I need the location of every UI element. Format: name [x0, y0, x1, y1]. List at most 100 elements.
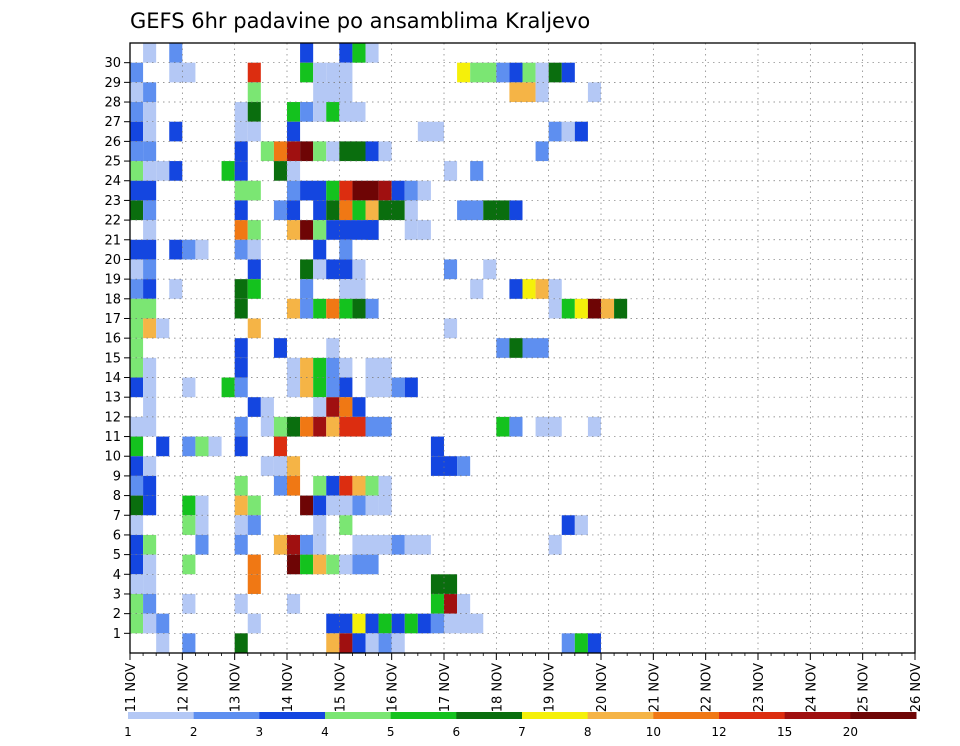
x-tick-label: 16 NOV: [386, 663, 401, 712]
heatmap-cell: [287, 161, 301, 181]
heatmap-cell: [234, 357, 248, 378]
legend-label: 1: [124, 725, 132, 739]
heatmap-cell: [496, 62, 510, 83]
heatmap-cell: [313, 416, 327, 437]
y-tick-label: 29: [104, 76, 121, 91]
heatmap-cell: [273, 456, 287, 476]
heatmap-cell: [300, 102, 314, 122]
heatmap-cell: [273, 161, 287, 181]
heatmap-cell: [234, 239, 248, 260]
heatmap-cell: [287, 534, 301, 555]
heatmap-cell: [601, 298, 615, 319]
heatmap-cell: [234, 436, 248, 457]
heatmap-cell: [313, 357, 327, 378]
heatmap-cell: [339, 200, 353, 221]
heatmap-cell: [273, 338, 287, 358]
heatmap-cell: [130, 82, 144, 103]
heatmap-cell: [404, 377, 418, 398]
heatmap-cell: [247, 121, 261, 142]
heatmap-cell: [143, 141, 157, 162]
y-tick-label: 1: [113, 627, 121, 642]
y-tick-label: 25: [104, 155, 121, 170]
heatmap-cell: [326, 397, 340, 417]
heatmap-cell: [182, 495, 196, 516]
heatmap-cell: [247, 515, 261, 535]
x-tick-label: 11 NOV: [124, 663, 139, 712]
heatmap-cell: [561, 62, 575, 83]
heatmap-cell: [561, 633, 575, 653]
heatmap-cell: [561, 121, 575, 142]
heatmap-cell: [313, 239, 327, 260]
legend-label: 7: [518, 725, 526, 739]
legend-swatch: [719, 712, 786, 719]
heatmap-cell: [130, 121, 144, 142]
legend-label: 12: [711, 725, 726, 739]
heatmap-cell: [130, 436, 144, 457]
heatmap-cell: [378, 613, 392, 634]
heatmap-cell: [352, 633, 366, 653]
heatmap-cell: [339, 397, 353, 417]
heatmap-cell: [287, 180, 301, 201]
heatmap-cell: [365, 495, 379, 516]
x-tick-label: 12 NOV: [176, 663, 191, 712]
heatmap-cell: [326, 298, 340, 319]
heatmap-cell: [273, 200, 287, 221]
x-tick-label: 20 NOV: [595, 663, 610, 712]
heatmap-cell: [182, 436, 196, 457]
heatmap-cell: [339, 377, 353, 398]
heatmap-cell: [300, 298, 314, 319]
heatmap-cell: [378, 200, 405, 221]
y-tick-label: 19: [104, 273, 121, 288]
heatmap-cell: [247, 613, 261, 634]
heatmap-cell: [326, 613, 353, 634]
heatmap-cell: [130, 613, 144, 634]
heatmap-cell: [457, 62, 471, 83]
heatmap-cell: [352, 298, 366, 319]
heatmap-cell: [365, 377, 392, 398]
heatmap-cell: [130, 534, 144, 555]
heatmap-cell: [287, 200, 301, 221]
heatmap-cell: [365, 141, 379, 162]
heatmap-cell: [234, 593, 248, 614]
x-tick-label: 15 NOV: [333, 663, 348, 712]
heatmap-cell: [234, 633, 248, 653]
heatmap-cell: [430, 574, 458, 594]
heatmap-cell: [391, 613, 405, 634]
heatmap-cell: [143, 200, 157, 221]
heatmap-cell: [535, 279, 549, 299]
heatmap-cell: [130, 357, 144, 378]
heatmap-cell: [143, 475, 157, 496]
heatmap-cell: [287, 554, 301, 575]
heatmap-cell: [444, 613, 484, 634]
heatmap-cell: [496, 338, 510, 358]
heatmap-cell: [130, 141, 144, 162]
y-tick-label: 18: [104, 292, 121, 307]
heatmap-cell: [339, 475, 353, 496]
heatmap-cell: [483, 200, 510, 221]
heatmap-cell: [457, 593, 471, 614]
heatmap-cell: [169, 43, 183, 63]
y-tick-label: 27: [104, 115, 121, 130]
x-tick-label: 14 NOV: [281, 663, 296, 712]
y-tick-label: 23: [104, 194, 121, 209]
heatmap-cell: [195, 436, 209, 457]
heatmap-cell: [130, 239, 157, 260]
y-tick-label: 21: [104, 233, 121, 248]
heatmap-cell: [287, 377, 301, 398]
heatmap-cell: [509, 279, 523, 299]
heatmap-cell: [444, 318, 458, 339]
heatmap-cell: [287, 121, 301, 142]
heatmap-cell: [130, 554, 144, 575]
heatmap-cell: [326, 338, 340, 358]
heatmap-cell: [182, 239, 196, 260]
heatmap-cell: [260, 397, 274, 417]
legend-swatch: [259, 712, 326, 719]
heatmap-cell: [574, 298, 588, 319]
heatmap-cell: [156, 613, 170, 634]
heatmap-cell: [143, 43, 157, 63]
heatmap-cell: [143, 456, 157, 476]
heatmap-cell: [130, 62, 144, 83]
heatmap-cell: [417, 220, 431, 240]
heatmap-cell: [260, 141, 274, 162]
color-legend: 1 2 3 4 5 6 7 8 10 12 15 20: [124, 712, 917, 739]
